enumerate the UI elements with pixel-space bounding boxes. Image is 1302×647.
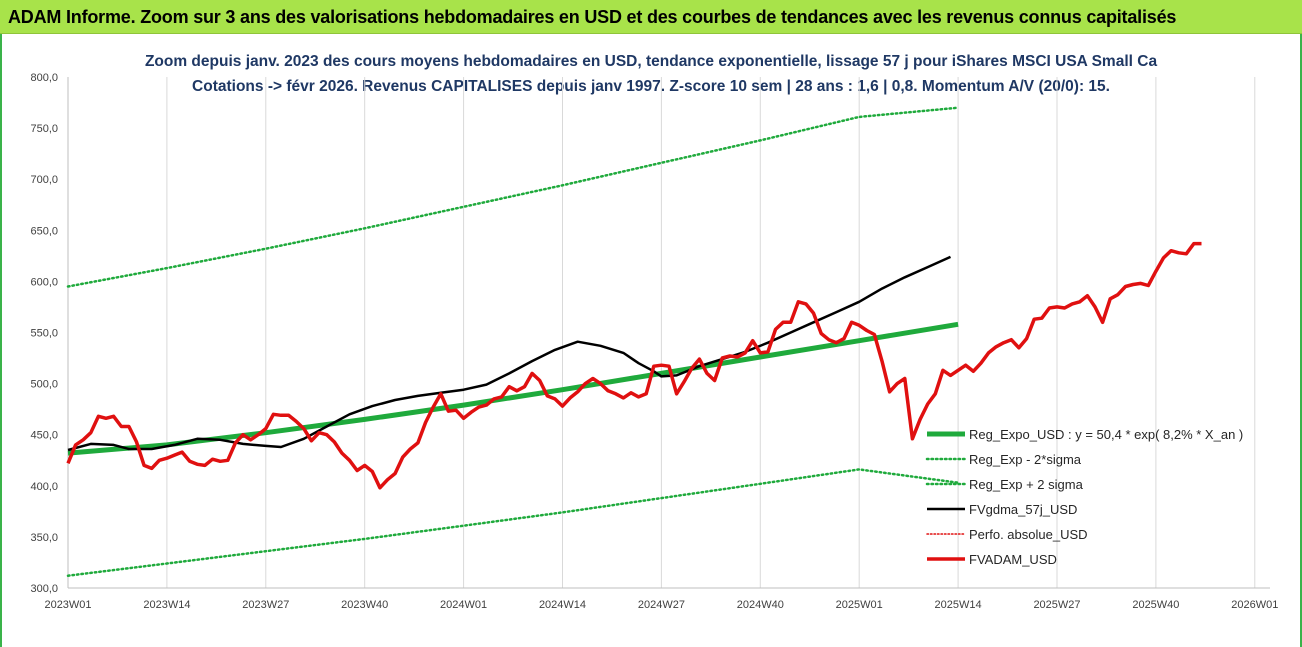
chart-title-line: Zoom depuis janv. 2023 des cours moyens … bbox=[145, 53, 1158, 70]
legend-label-sigma_low: Reg_Exp - 2*sigma bbox=[969, 452, 1082, 467]
report-header: ADAM Informe. Zoom sur 3 ans des valoris… bbox=[0, 0, 1302, 34]
series-line-smooth bbox=[67, 255, 952, 452]
y-tick-label: 400,0 bbox=[30, 481, 58, 493]
chart-title-line: Cotations -> févr 2026. Revenus CAPITALI… bbox=[192, 78, 1110, 95]
legend-label-trend: Reg_Expo_USD : y = 50,4 * exp( 8,2% * X_… bbox=[969, 427, 1243, 442]
y-tick-label: 350,0 bbox=[30, 532, 58, 544]
x-tick-label: 2023W27 bbox=[242, 599, 289, 611]
x-tick-label: 2024W01 bbox=[440, 599, 487, 611]
series-line-sigma_high bbox=[66, 106, 960, 288]
x-tick-label: 2023W40 bbox=[341, 599, 388, 611]
legend-label-smooth: FVgdma_57j_USD bbox=[969, 502, 1077, 517]
y-tick-label: 750,0 bbox=[30, 123, 58, 135]
legend-label-price: FVADAM_USD bbox=[969, 552, 1057, 567]
legend-label-sigma_high: Reg_Exp + 2 sigma bbox=[969, 477, 1084, 492]
legend-label-perf: Perfo. absolue_USD bbox=[969, 527, 1088, 542]
x-tick-label: 2023W01 bbox=[44, 599, 91, 611]
y-tick-label: 600,0 bbox=[30, 276, 58, 288]
y-tick-label: 700,0 bbox=[30, 174, 58, 186]
x-tick-label: 2024W40 bbox=[737, 599, 784, 611]
series-line-price bbox=[66, 241, 1202, 490]
trend-chart: Zoom depuis janv. 2023 des cours moyens … bbox=[30, 53, 1278, 611]
y-tick-label: 300,0 bbox=[30, 583, 58, 595]
series-line-sigma_low bbox=[66, 468, 960, 577]
x-tick-label: 2025W40 bbox=[1132, 599, 1179, 611]
y-tick-label: 550,0 bbox=[30, 328, 58, 340]
x-tick-label: 2025W27 bbox=[1033, 599, 1080, 611]
x-tick-label: 2023W14 bbox=[143, 599, 190, 611]
x-tick-label: 2026W01 bbox=[1231, 599, 1278, 611]
x-tick-label: 2024W14 bbox=[539, 599, 586, 611]
x-tick-label: 2024W27 bbox=[638, 599, 685, 611]
report-title: ADAM Informe. Zoom sur 3 ans des valoris… bbox=[8, 7, 1177, 27]
y-tick-label: 650,0 bbox=[30, 225, 58, 237]
y-tick-label: 800,0 bbox=[30, 72, 58, 84]
x-tick-label: 2025W01 bbox=[836, 599, 883, 611]
y-tick-label: 450,0 bbox=[30, 430, 58, 442]
x-tick-label: 2025W14 bbox=[935, 599, 982, 611]
y-tick-label: 500,0 bbox=[30, 379, 58, 391]
chart-frame: Zoom depuis janv. 2023 des cours moyens … bbox=[0, 34, 1302, 647]
